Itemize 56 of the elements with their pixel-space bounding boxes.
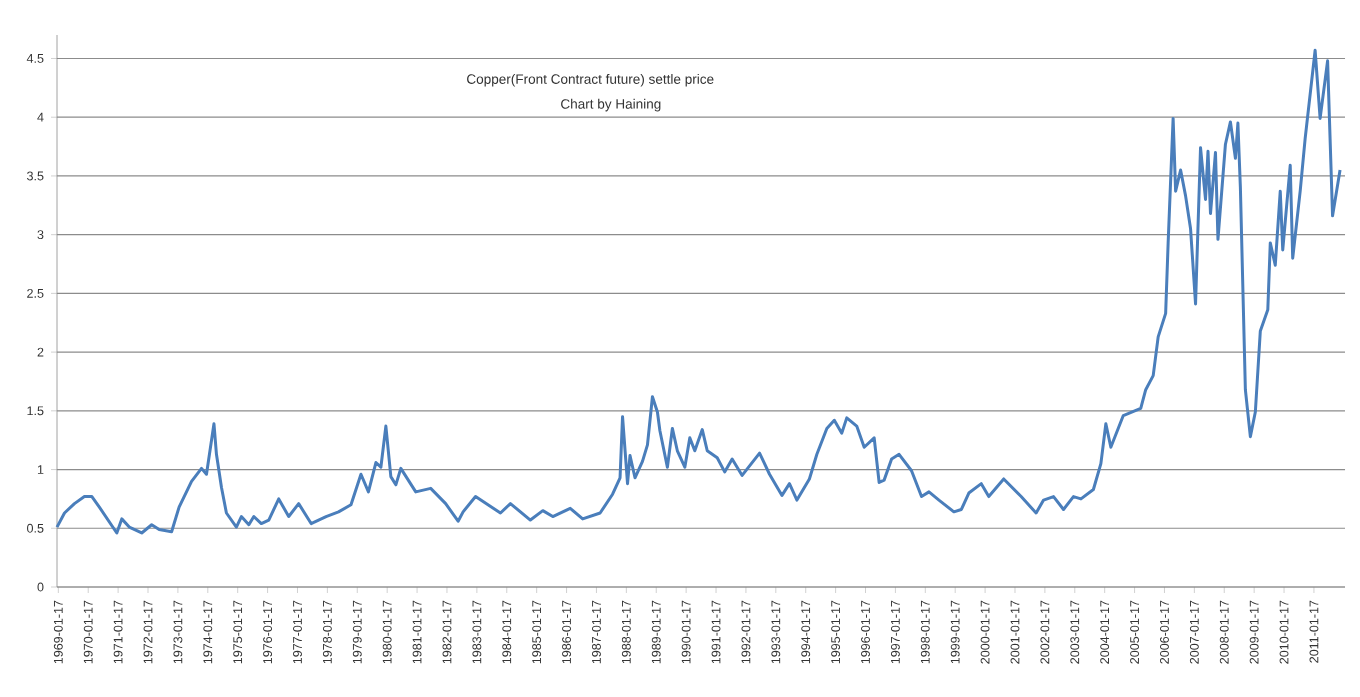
y-tick-label: 4.5 — [26, 54, 44, 63]
x-tick-label: 1969-01-17 — [53, 600, 63, 664]
x-tick-label: 1975-01-17 — [233, 600, 243, 664]
x-tick-label: 1978-01-17 — [322, 600, 332, 664]
x-tick-label: 1996-01-17 — [861, 600, 870, 664]
y-tick-label: 0 — [37, 582, 44, 592]
x-tick-label: 2002-01-17 — [1040, 600, 1050, 664]
x-tick-label: 1987-01-17 — [591, 600, 601, 664]
x-tick-label: 1997-01-17 — [890, 600, 900, 664]
x-tick-label: 2000-01-17 — [980, 600, 990, 664]
x-tick-label: 1980-01-17 — [382, 600, 392, 664]
y-tick-label: 0.5 — [27, 523, 44, 533]
x-tick-label: 1977-01-17 — [293, 600, 302, 664]
x-tick-label: 1989-01-17 — [651, 600, 661, 664]
line-series — [55, 48, 1342, 535]
x-tick-label: 1993-01-17 — [771, 600, 781, 664]
x-tick-label: 1994-01-17 — [801, 600, 811, 664]
x-tick-label: 1976-01-17 — [263, 600, 273, 664]
x-tick-label: 2003-01-17 — [1070, 600, 1080, 664]
y-tick-label: 2 — [37, 347, 44, 357]
x-tick-label: 1972-01-17 — [143, 600, 153, 664]
text: Copper(Front Contract future) settle price — [467, 73, 714, 87]
x-tick-label: 1999-01-17 — [950, 600, 960, 664]
x-tick-label: 1998-01-17 — [920, 600, 930, 664]
x-tick-label: 1990-01-17 — [681, 600, 691, 664]
x-tick-label: 2001-01-17 — [1010, 600, 1020, 664]
x-tick-label: 1991-01-17 — [711, 600, 721, 664]
x-tick-label: 1984-01-17 — [502, 600, 512, 664]
x-tick-label: 2006-01-17 — [1160, 600, 1169, 664]
x-tick-label: 2008-01-17 — [1219, 600, 1229, 664]
y-tick-label: 4 — [37, 112, 44, 122]
x-tick-label: 1986-01-17 — [562, 600, 571, 664]
x-tick-label: 1982-01-17 — [442, 600, 452, 664]
x-tick-label: 1979-01-17 — [352, 600, 362, 664]
y-tick-label: 1.5 — [27, 406, 44, 416]
x-tick-label: 2011-01-17 — [1309, 600, 1319, 663]
y-tick-label: 3.5 — [26, 171, 44, 181]
x-tick-label: 1973-01-17 — [173, 600, 183, 664]
y-tick-label: 2.5 — [27, 288, 44, 298]
x-tick-label: 1974-01-17 — [203, 600, 213, 664]
x-tick-label: 1988-01-17 — [621, 600, 631, 664]
x-tick-label: 2009-01-17 — [1249, 600, 1259, 664]
x-tick-label: 2007-01-17 — [1189, 600, 1199, 664]
x-tick-label: 1995-01-17 — [831, 600, 841, 664]
y-tick-label: 3 — [37, 230, 44, 240]
x-tick-label: 2010-01-17 — [1279, 600, 1289, 664]
text: Chart by Haining — [561, 98, 661, 112]
x-tick-label: 1992-01-17 — [741, 600, 751, 664]
y-tick-label: 1 — [37, 465, 44, 474]
x-tick-label: 1983-01-17 — [472, 600, 482, 664]
x-tick-label: 1971-01-17 — [113, 600, 123, 664]
x-tick-label: 1981-01-17 — [412, 600, 422, 664]
x-tick-label: 2005-01-17 — [1130, 600, 1140, 664]
x-tick-label: 2004-01-17 — [1100, 600, 1110, 664]
x-tick-label: 1970-01-17 — [83, 600, 93, 664]
x-tick-label: 1985-01-17 — [532, 600, 542, 664]
